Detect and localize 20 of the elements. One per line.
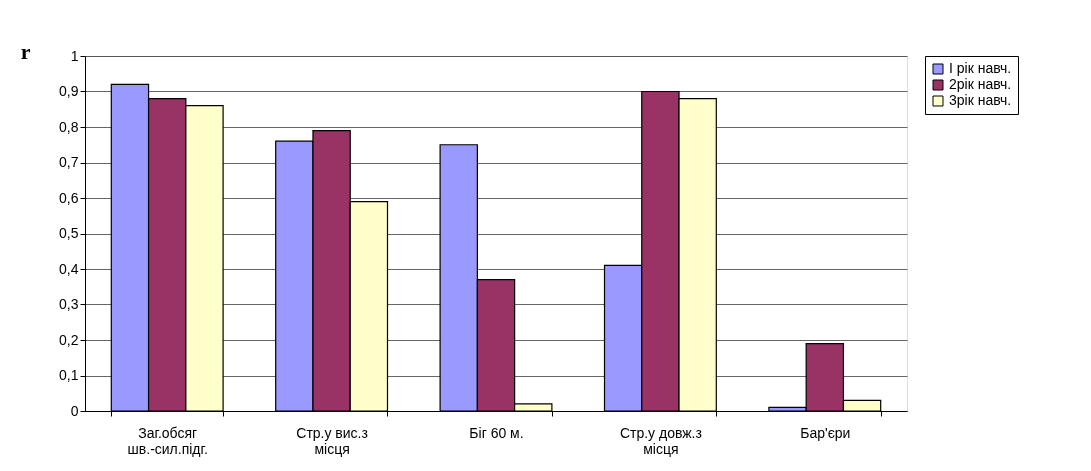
y-tick-label: 0,7 (59, 154, 79, 170)
y-tick-label: 0,4 (59, 260, 79, 277)
x-tick-label: Стр.у довж.з місця (619, 424, 702, 457)
y-tick-label: 0,1 (59, 367, 79, 383)
y-tick-label: 0,8 (59, 118, 79, 135)
x-tick-label: Стр.у вис.з місця (296, 424, 368, 457)
x-tick-label: Біг 60 м. (469, 424, 524, 441)
x-tick-label: Заг.обсяг шв.-сил.підг. (127, 424, 208, 457)
y-tick-label: 0,6 (59, 189, 79, 206)
legend-label: 2рік навч. (949, 76, 1012, 92)
y-axis-title: r (20, 38, 31, 64)
x-tick-label: Бар'єри (800, 424, 851, 441)
y-tick-label: 0,3 (59, 296, 79, 312)
y-tick-label: 0,9 (59, 83, 79, 99)
legend-label: І рік навч. (949, 60, 1012, 76)
y-tick-label: 0,2 (59, 331, 79, 348)
y-tick-label: 0 (70, 402, 79, 419)
y-tick-label: 1 (70, 47, 79, 64)
legend-label: 3рік навч. (949, 92, 1012, 108)
y-tick-label: 0,5 (59, 225, 79, 241)
